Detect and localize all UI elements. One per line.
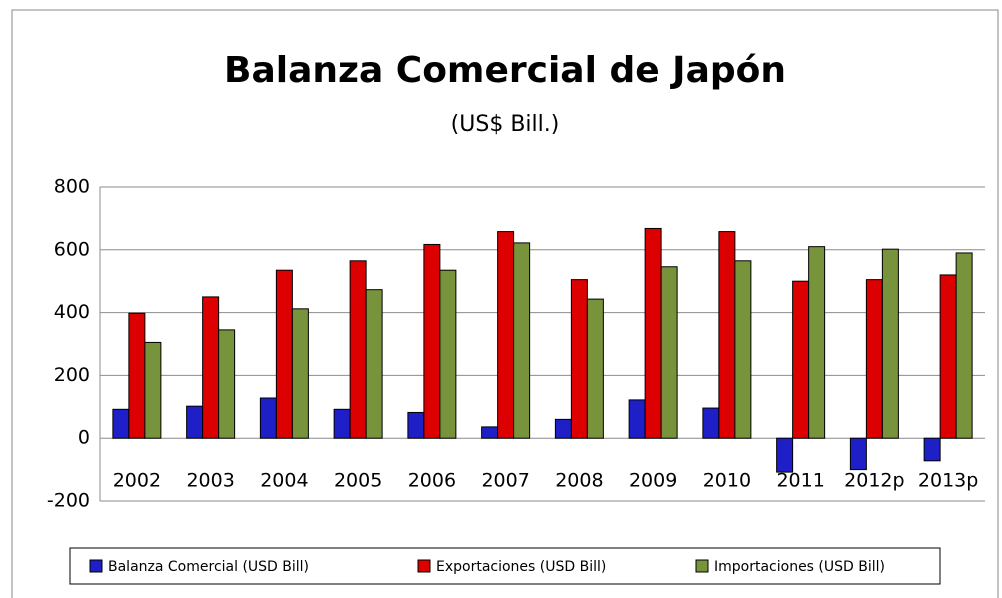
bar (186, 405, 204, 439)
y-tick-label: 200 (54, 364, 90, 386)
bar (734, 260, 752, 439)
bar (202, 296, 220, 439)
bar (497, 231, 515, 439)
bar (349, 260, 367, 439)
x-tick-label: 2005 (334, 470, 382, 492)
legend-label: Exportaciones (USD Bill) (436, 559, 606, 575)
bar (218, 329, 236, 439)
bar (439, 269, 457, 439)
bar (513, 242, 531, 439)
bar (628, 399, 646, 439)
legend-swatch (89, 559, 103, 573)
x-tick-label: 2003 (186, 470, 234, 492)
legend-swatch (695, 559, 709, 573)
chart-subtitle: (US$ Bill.) (451, 112, 560, 137)
bar (939, 274, 957, 439)
bar (407, 411, 425, 439)
y-tick-label: 600 (54, 238, 90, 260)
bar (881, 248, 899, 439)
bar (365, 289, 383, 439)
bar (481, 426, 499, 439)
bar (849, 437, 867, 471)
y-tick-label: 800 (54, 176, 90, 198)
x-tick-label: 2004 (260, 470, 308, 492)
bar (333, 408, 351, 439)
bar (112, 408, 130, 439)
x-tick-label: 2008 (555, 470, 603, 492)
bar (865, 279, 883, 439)
bar (144, 341, 162, 439)
bar (570, 279, 588, 439)
bar (554, 418, 572, 439)
bar (776, 437, 794, 473)
bar (702, 407, 720, 439)
x-tick-label: 2002 (113, 470, 161, 492)
legend-label: Balanza Comercial (USD Bill) (108, 559, 309, 575)
bar (792, 280, 810, 439)
bar (128, 312, 146, 439)
bar (955, 252, 973, 439)
bar (291, 308, 309, 439)
x-tick-label: 2009 (629, 470, 677, 492)
bar (808, 246, 826, 439)
x-tick-label: 2010 (703, 470, 751, 492)
chart-title: Balanza Comercial de Japón (224, 50, 786, 91)
bar (586, 298, 604, 439)
bar (423, 243, 441, 439)
legend-box (69, 547, 941, 585)
bar (644, 227, 662, 439)
x-tick-label: 2007 (481, 470, 529, 492)
y-tick-label: 400 (54, 301, 90, 323)
x-tick-label: 2011 (776, 470, 824, 492)
y-tick-label: 0 (78, 427, 90, 449)
x-tick-label: 2013p (918, 470, 978, 492)
legend-swatch (417, 559, 431, 573)
legend-label: Importaciones (USD Bill) (714, 559, 885, 575)
x-tick-label: 2012p (844, 470, 904, 492)
y-tick-label: -200 (47, 490, 90, 512)
bar (275, 269, 293, 439)
bar (718, 231, 736, 439)
bar (259, 397, 277, 439)
x-tick-label: 2006 (408, 470, 456, 492)
bar (923, 437, 941, 462)
bar (660, 266, 678, 439)
